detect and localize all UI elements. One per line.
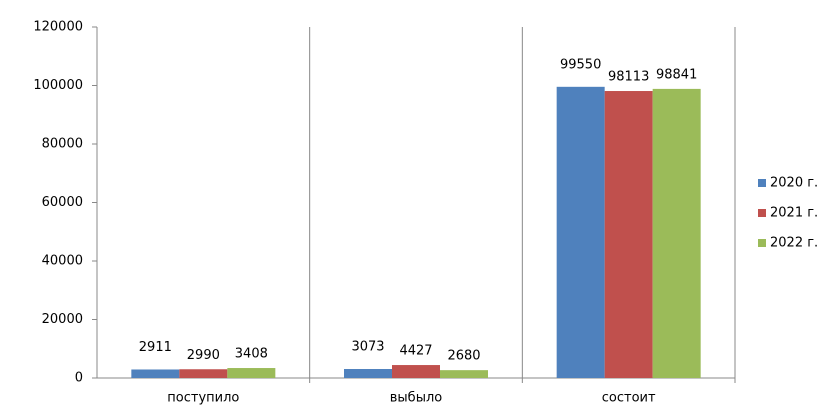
data-label: 2990 <box>187 348 220 363</box>
legend-swatch <box>758 179 766 187</box>
legend-swatch <box>758 209 766 217</box>
bar <box>227 368 276 378</box>
x-tick-label: состоит <box>602 391 656 406</box>
legend-swatch <box>758 239 766 247</box>
y-tick-label: 60000 <box>42 195 83 210</box>
data-label: 4427 <box>399 344 432 359</box>
y-tick-label: 100000 <box>33 78 83 93</box>
bar <box>556 86 605 378</box>
y-tick-label: 0 <box>75 371 83 386</box>
data-label: 2911 <box>139 340 172 355</box>
data-label: 99550 <box>560 57 601 72</box>
data-label: 2680 <box>447 349 480 364</box>
bar <box>179 369 228 378</box>
x-tick-label: поступило <box>167 391 239 406</box>
y-tick-label: 120000 <box>33 20 83 35</box>
bar <box>440 370 488 378</box>
legend-label: 2021 г. <box>770 206 818 221</box>
legend-label: 2020 г. <box>770 176 818 191</box>
bar <box>392 365 440 378</box>
legend-label: 2022 г. <box>770 236 818 251</box>
x-tick-label: выбыло <box>390 391 443 406</box>
data-label: 98841 <box>656 67 697 82</box>
data-label: 98113 <box>608 70 649 85</box>
data-label: 3408 <box>235 347 268 362</box>
y-tick-label: 80000 <box>42 137 83 152</box>
bar <box>344 369 392 378</box>
bar <box>604 91 653 379</box>
y-tick-label: 40000 <box>42 254 83 269</box>
y-tick-label: 20000 <box>42 312 83 327</box>
bar <box>131 369 180 378</box>
data-label: 3073 <box>351 340 384 355</box>
bar <box>652 88 701 378</box>
